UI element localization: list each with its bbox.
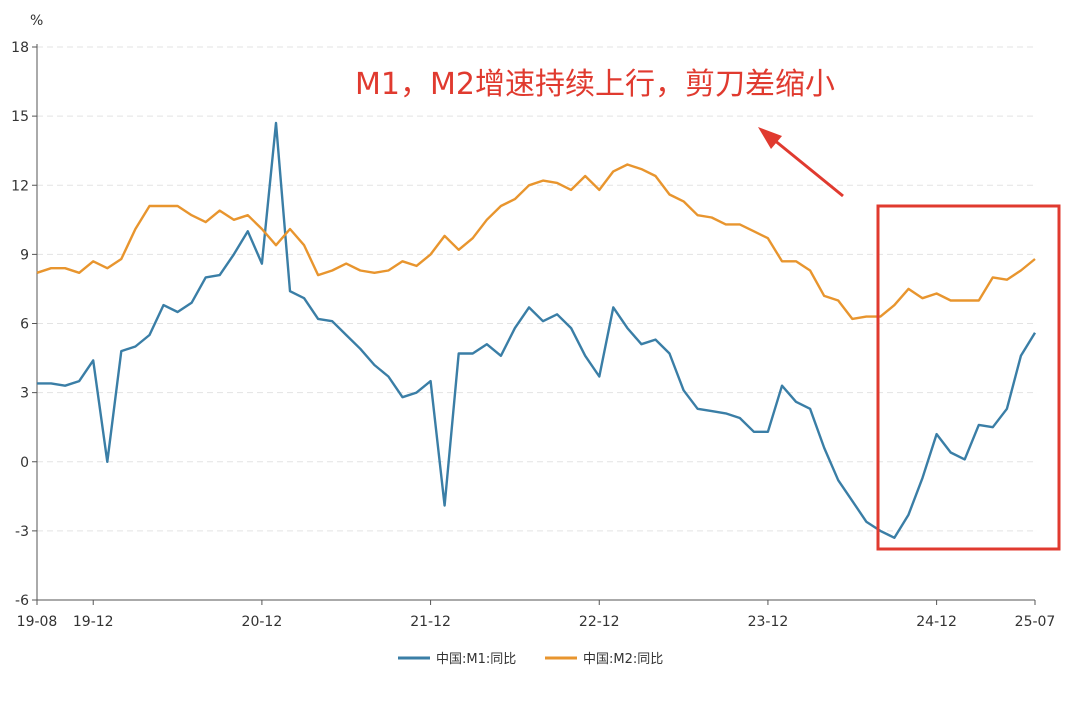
series-line-m2	[36, 163, 1036, 321]
x-tick-label: 24-12	[916, 614, 957, 630]
series-line-m1	[37, 121, 1037, 539]
legend-label-m2[interactable]: 中国:M2:同比	[583, 652, 663, 667]
x-tick-label: 23-12	[748, 614, 789, 630]
y-tick-label: 9	[20, 247, 29, 263]
x-tick-label: 19-12	[73, 614, 114, 630]
y-tick-label: -3	[15, 524, 29, 540]
x-tick-label: 20-12	[242, 614, 283, 630]
x-tick-label: 19-08	[17, 614, 58, 630]
highlight-box	[876, 204, 1061, 551]
x-axis: 19-08 19-12 20-12 21-12 22-12 23-12 24-12 25-07	[17, 599, 1056, 630]
x-tick-label: 22-12	[579, 614, 620, 630]
y-tick-label: 12	[11, 178, 29, 194]
y-axis-unit-label: %	[30, 13, 43, 29]
annotation-arrow	[758, 127, 844, 198]
y-tick-label: 3	[20, 386, 29, 402]
legend-label-m1[interactable]: 中国:M1:同比	[436, 652, 516, 667]
x-tick-label: 25-07	[1015, 614, 1056, 630]
x-tick-label: 21-12	[410, 614, 451, 630]
grid-lines	[37, 46, 1035, 532]
y-tick-label: 6	[20, 317, 29, 333]
y-axis: -6 -3 0 3 6 9 12 15 18	[11, 40, 38, 609]
y-tick-label: 15	[11, 109, 29, 125]
annotation-text: M1，M2增速持续上行，剪刀差缩小	[355, 67, 835, 102]
legend: 中国:M1:同比 中国:M2:同比	[398, 652, 663, 667]
y-tick-label: 0	[20, 455, 29, 471]
series-lines	[36, 121, 1037, 539]
y-tick-label: -6	[15, 593, 29, 609]
y-tick-label: 18	[11, 40, 29, 56]
